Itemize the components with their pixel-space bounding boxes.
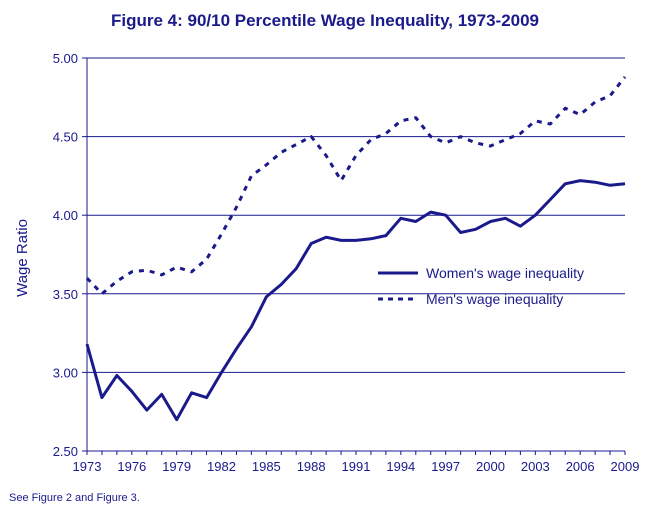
series-line-women <box>85 179 626 422</box>
x-tick-label: 1979 <box>162 459 191 474</box>
x-tick-label: 1997 <box>431 459 460 474</box>
x-tick-label: 1973 <box>73 459 102 474</box>
y-tick-label: 2.50 <box>53 444 78 459</box>
legend-label-women: Women's wage inequality <box>426 265 584 281</box>
x-tick-label: 1991 <box>342 459 371 474</box>
y-tick-label: 4.50 <box>53 130 78 145</box>
x-tick-label: 1976 <box>117 459 146 474</box>
x-tick-label: 2003 <box>521 459 550 474</box>
y-tick-label: 3.00 <box>53 365 78 380</box>
legend-label-men: Men's wage inequality <box>426 291 563 307</box>
x-tick-label: 2006 <box>566 459 595 474</box>
y-tick-label: 5.00 <box>53 51 78 66</box>
y-tick-label: 4.00 <box>53 208 78 223</box>
x-tick-label: 1985 <box>252 459 281 474</box>
legend: Women's wage inequality Men's wage inequ… <box>378 265 584 307</box>
x-tick-label: 1994 <box>386 459 415 474</box>
series-lines <box>85 75 627 422</box>
chart-title: Figure 4: 90/10 Percentile Wage Inequali… <box>111 11 539 30</box>
footnote: See Figure 2 and Figure 3. <box>9 492 140 504</box>
x-tick-label: 2000 <box>476 459 505 474</box>
y-tick-label: 3.50 <box>53 287 78 302</box>
x-tick-label: 2009 <box>611 459 640 474</box>
x-axis-ticks: 1973 1976 1979 1982 1985 1988 1991 1994 1997 2000… <box>73 451 640 474</box>
x-tick-label: 1982 <box>207 459 236 474</box>
gridlines <box>87 57 625 373</box>
series-line-men <box>85 75 627 296</box>
x-tick-label: 1988 <box>297 459 326 474</box>
y-axis-ticks: 2.50 3.00 3.50 4.00 4.50 5.00 <box>53 51 87 459</box>
y-axis-label: Wage Ratio <box>14 219 31 297</box>
